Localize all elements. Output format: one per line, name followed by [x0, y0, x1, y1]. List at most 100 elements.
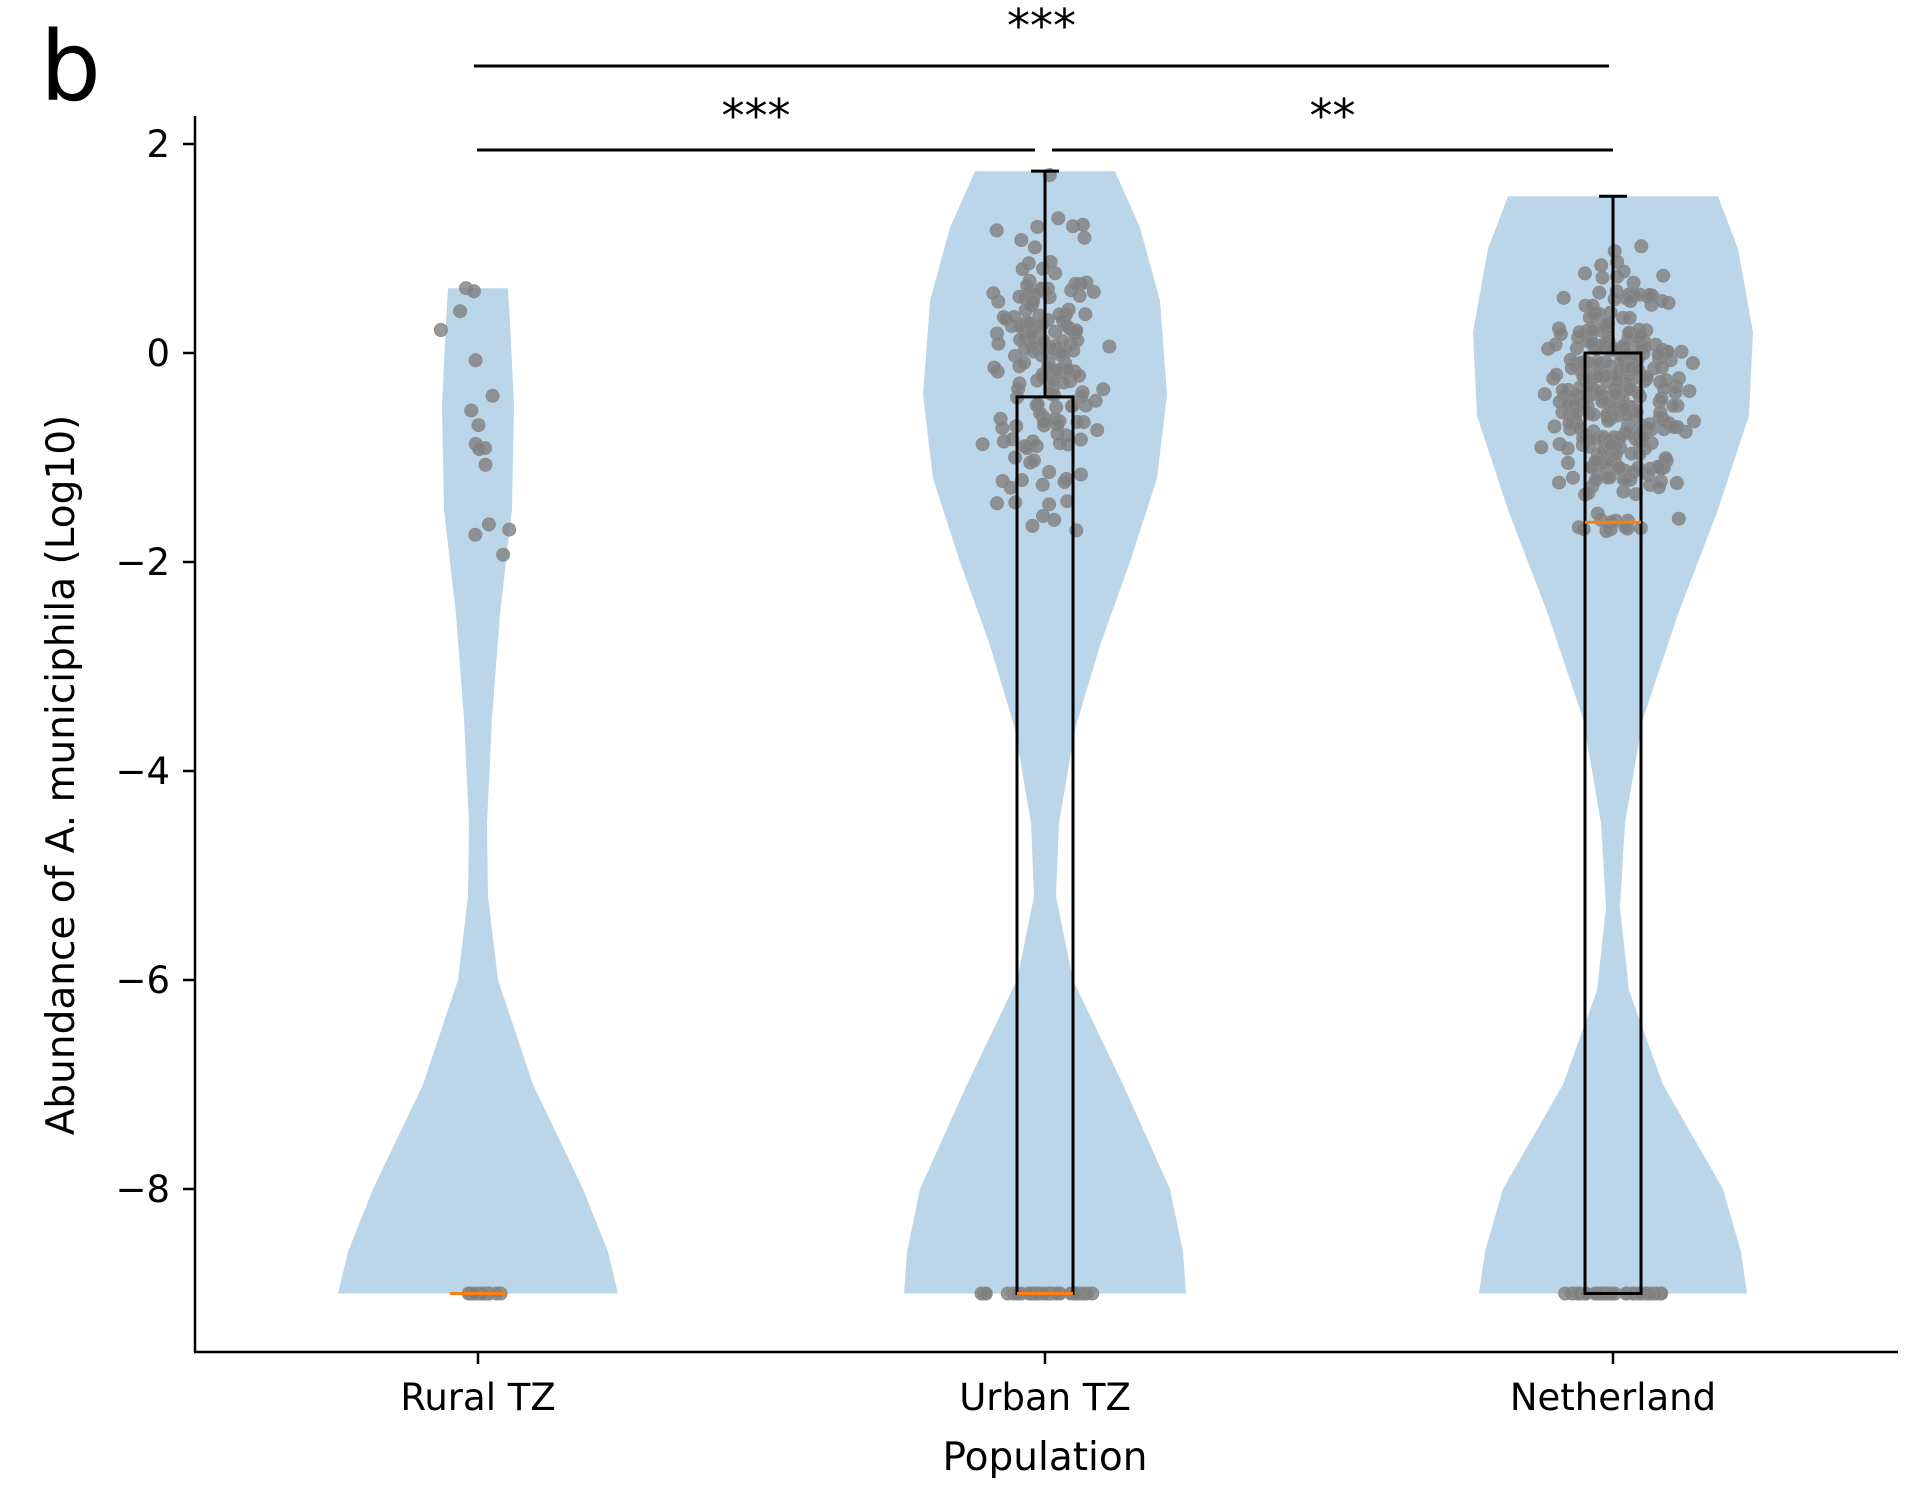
data-point [1671, 511, 1686, 526]
data-point [1616, 264, 1631, 279]
y-axis-title: Abundance of A. municiphila (Log10) [39, 415, 84, 1136]
data-point [1561, 455, 1575, 470]
data-point [1555, 383, 1570, 398]
data-point [496, 547, 511, 562]
data-point [1588, 472, 1603, 487]
data-point [1056, 375, 1071, 390]
data-point [1072, 288, 1087, 303]
data-point [1590, 506, 1605, 521]
violin-0 [338, 288, 618, 1294]
data-point [1601, 413, 1616, 428]
data-point [1584, 323, 1599, 338]
data-point [1022, 316, 1037, 330]
data-point [1595, 270, 1610, 285]
data-point [1072, 368, 1086, 383]
data-point [1050, 418, 1065, 433]
data-point [1052, 436, 1067, 451]
data-point [1636, 429, 1651, 444]
data-point [1008, 495, 1023, 510]
y-tick-label: −2 [115, 541, 170, 584]
data-point [991, 336, 1006, 351]
data-point [1015, 262, 1030, 276]
data-point [468, 353, 483, 368]
data-point [1651, 459, 1666, 474]
x-ticks: Rural TZ Urban TZ Netherland [400, 1352, 1716, 1419]
data-point [1622, 311, 1637, 325]
significance-label: ** [1310, 89, 1356, 143]
data-point [1055, 334, 1070, 349]
data-point [995, 474, 1010, 488]
data-point [987, 360, 1002, 375]
data-point [1657, 381, 1672, 396]
data-point [1590, 354, 1605, 369]
data-point [1592, 285, 1607, 300]
data-point [1602, 470, 1617, 485]
data-point [1014, 473, 1029, 488]
data-point [1547, 419, 1562, 434]
y-tick-label: −6 [115, 959, 170, 1002]
data-point [1592, 384, 1607, 399]
data-point [1608, 386, 1623, 401]
data-point [1666, 398, 1681, 413]
data-point [466, 284, 481, 299]
data-point [453, 304, 468, 319]
x-tick-label: Rural TZ [400, 1376, 555, 1419]
data-point [468, 527, 483, 542]
data-point [1612, 460, 1626, 475]
data-point [1588, 454, 1603, 469]
data-point [1603, 438, 1618, 452]
y-tick-label: 2 [146, 123, 170, 166]
y-tick-label: 0 [146, 332, 170, 375]
data-point [1090, 423, 1105, 438]
data-point [1042, 497, 1057, 512]
data-point [1017, 355, 1031, 370]
y-tick-label: −4 [115, 750, 170, 793]
data-point [1607, 292, 1622, 307]
data-point [1580, 399, 1595, 414]
data-point [471, 418, 486, 433]
data-point [1556, 290, 1571, 305]
data-point [1074, 467, 1088, 482]
data-point [1549, 367, 1564, 382]
data-point [1048, 324, 1063, 339]
data-point [1682, 384, 1697, 399]
data-point [1685, 356, 1700, 371]
data-point [1037, 415, 1052, 430]
data-point [1011, 381, 1026, 396]
data-point [1599, 524, 1614, 538]
data-point [502, 522, 517, 537]
data-point [1585, 298, 1600, 313]
x-tick-label: Urban TZ [959, 1376, 1131, 1419]
data-point [1577, 266, 1592, 281]
data-point [1057, 475, 1072, 489]
data-point [1674, 344, 1689, 359]
data-point [1552, 475, 1566, 490]
data-point [478, 457, 493, 472]
data-point [1671, 371, 1686, 386]
data-point [1049, 400, 1064, 415]
x-tick-label: Netherland [1510, 1376, 1716, 1419]
data-point [1030, 219, 1045, 234]
data-point [1035, 316, 1050, 331]
y-ticks: 2 0 −2 −4 −6 −8 [115, 123, 195, 1211]
significance-label: *** [1007, 0, 1076, 53]
data-point [978, 1286, 993, 1301]
box-layer [450, 169, 1643, 1295]
data-point [1025, 518, 1040, 533]
y-tick-label: −8 [115, 1168, 170, 1211]
data-point [1566, 470, 1580, 485]
data-point [1036, 509, 1050, 523]
data-point [1558, 1286, 1573, 1301]
data-point [1018, 342, 1033, 357]
data-point [990, 496, 1004, 511]
data-point [1632, 287, 1647, 302]
significance-label: *** [722, 89, 791, 143]
data-point [1564, 361, 1579, 376]
data-point [1025, 434, 1040, 449]
data-point [1078, 398, 1093, 413]
data-point [1012, 289, 1027, 304]
data-point [1631, 460, 1646, 475]
data-point [1669, 476, 1684, 490]
data-point [1102, 339, 1117, 354]
